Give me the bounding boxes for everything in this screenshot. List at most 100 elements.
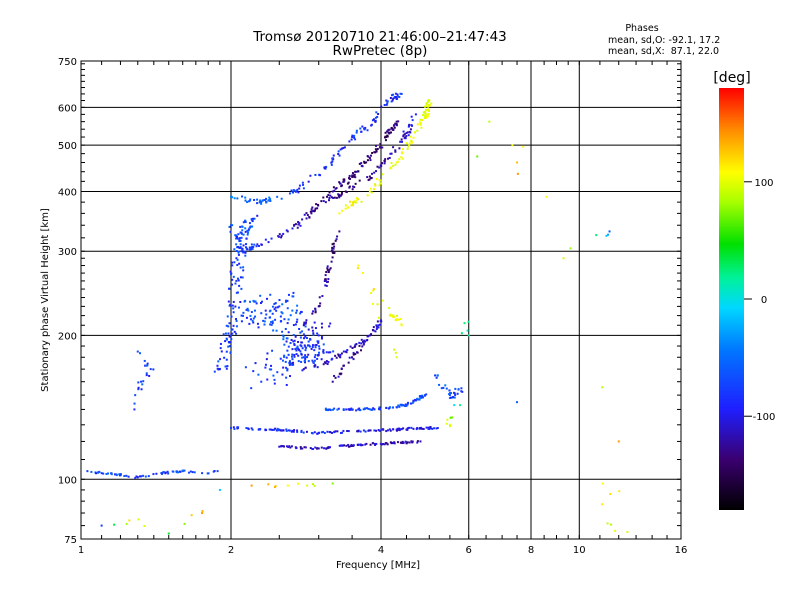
data-point <box>189 470 192 473</box>
data-point <box>351 135 354 138</box>
data-point <box>308 216 311 219</box>
data-point <box>601 386 604 389</box>
data-point <box>356 430 359 433</box>
data-point <box>333 251 336 254</box>
data-point <box>352 358 355 361</box>
data-point <box>235 332 238 335</box>
data-point <box>332 196 335 199</box>
data-point <box>359 409 362 412</box>
data-point <box>304 356 307 359</box>
data-point <box>395 122 398 125</box>
y-tick-label: 300 <box>58 247 77 258</box>
data-point <box>415 428 418 431</box>
data-point <box>373 408 376 411</box>
data-point <box>331 243 334 246</box>
data-point <box>387 407 390 410</box>
data-point <box>399 140 402 143</box>
data-point <box>410 124 413 127</box>
data-point <box>427 113 430 116</box>
data-point <box>281 312 284 315</box>
data-point <box>297 340 300 343</box>
data-point <box>306 484 309 487</box>
data-point <box>397 120 400 123</box>
data-point <box>358 407 361 410</box>
data-point <box>449 416 452 419</box>
data-point <box>335 238 338 241</box>
data-point <box>289 314 292 317</box>
data-point <box>378 166 381 169</box>
data-point <box>358 179 361 182</box>
data-point <box>299 350 302 353</box>
data-point <box>293 353 296 356</box>
data-point <box>297 191 300 194</box>
data-point <box>331 380 334 383</box>
data-point <box>376 115 379 118</box>
data-point <box>281 429 284 432</box>
data-point <box>313 349 316 352</box>
data-point <box>251 225 254 228</box>
data-point <box>395 406 398 409</box>
data-point <box>240 287 243 290</box>
data-point <box>143 524 146 527</box>
data-point <box>236 291 239 294</box>
data-point <box>392 97 395 100</box>
data-point <box>412 427 415 430</box>
data-point <box>424 114 427 117</box>
data-point <box>119 473 122 476</box>
data-point <box>392 428 395 431</box>
data-point <box>401 157 404 160</box>
data-point <box>328 191 331 194</box>
data-point <box>342 350 345 353</box>
data-point <box>352 351 355 354</box>
data-point <box>342 364 345 367</box>
data-point <box>331 357 334 360</box>
data-point <box>345 444 348 447</box>
data-point <box>312 310 315 313</box>
data-point <box>460 332 463 335</box>
data-point <box>239 246 242 249</box>
data-point <box>351 188 354 191</box>
data-point <box>311 326 314 329</box>
data-point <box>411 440 414 443</box>
data-point <box>448 394 451 397</box>
data-point <box>373 151 376 154</box>
data-point <box>385 103 388 106</box>
data-point <box>407 125 410 128</box>
data-point <box>251 428 254 431</box>
data-point <box>427 108 430 111</box>
data-point <box>562 257 565 260</box>
data-point <box>346 206 349 209</box>
data-point <box>373 429 376 432</box>
data-point <box>381 146 384 149</box>
data-point <box>248 222 251 225</box>
data-point <box>375 442 378 445</box>
data-point <box>311 448 314 451</box>
data-point <box>330 196 333 199</box>
data-point <box>230 315 233 318</box>
data-point <box>342 408 345 411</box>
data-point <box>375 429 378 432</box>
data-point <box>360 130 363 133</box>
data-point <box>285 340 288 343</box>
data-point <box>425 116 428 119</box>
data-point <box>325 270 328 273</box>
data-point <box>280 236 283 239</box>
data-point <box>452 396 455 399</box>
data-point <box>416 397 419 400</box>
data-point <box>433 427 436 430</box>
data-point <box>313 431 316 434</box>
data-point <box>275 309 278 312</box>
data-point <box>249 300 252 303</box>
data-point <box>302 333 305 336</box>
data-point <box>424 105 427 108</box>
data-point <box>224 340 227 343</box>
data-point <box>291 348 294 351</box>
data-point <box>363 127 366 130</box>
data-point <box>282 335 285 338</box>
data-point <box>233 427 236 430</box>
data-point <box>224 365 227 368</box>
data-point <box>445 387 448 390</box>
data-point <box>253 198 256 201</box>
data-point <box>96 471 99 474</box>
data-point <box>357 429 360 432</box>
